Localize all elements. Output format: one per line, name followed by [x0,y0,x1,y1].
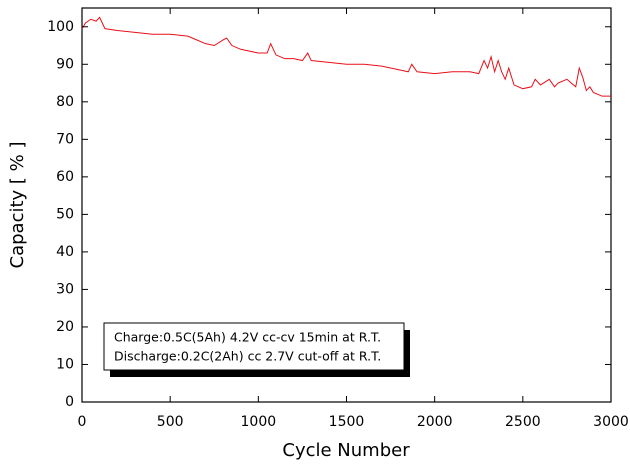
x-tick-label: 1000 [241,414,277,430]
plot-area [81,16,611,97]
x-axis-title: Cycle Number [282,440,410,461]
x-tick-label: 500 [157,414,184,430]
y-tick-label: 70 [56,131,74,147]
x-tick-label: 2500 [505,414,541,430]
y-tick-label: 40 [56,244,74,260]
y-tick-label: 60 [56,169,74,185]
x-tick-label: 3000 [593,414,629,430]
y-tick-label: 50 [56,206,74,222]
note-line: Discharge:0.2C(2Ah) cc 2.7V cut-off at R… [114,349,381,364]
x-tick-label: 0 [78,414,87,430]
y-tick-label: 100 [47,19,74,35]
note-line: Charge:0.5C(5Ah) 4.2V cc-cv 15min at R.T… [114,330,381,345]
y-axis-title: Capacity [ % ] [7,142,28,269]
note-box [103,322,405,371]
y-tick-label: 10 [56,356,74,372]
x-tick-label: 2000 [417,414,453,430]
x-tick-label: 1500 [329,414,365,430]
y-tick-label: 30 [56,281,74,297]
y-tick-label: 20 [56,319,74,335]
data-line [81,16,611,97]
y-tick-label: 0 [65,394,74,410]
y-tick-label: 90 [56,56,74,72]
y-tick-label: 80 [56,94,74,110]
